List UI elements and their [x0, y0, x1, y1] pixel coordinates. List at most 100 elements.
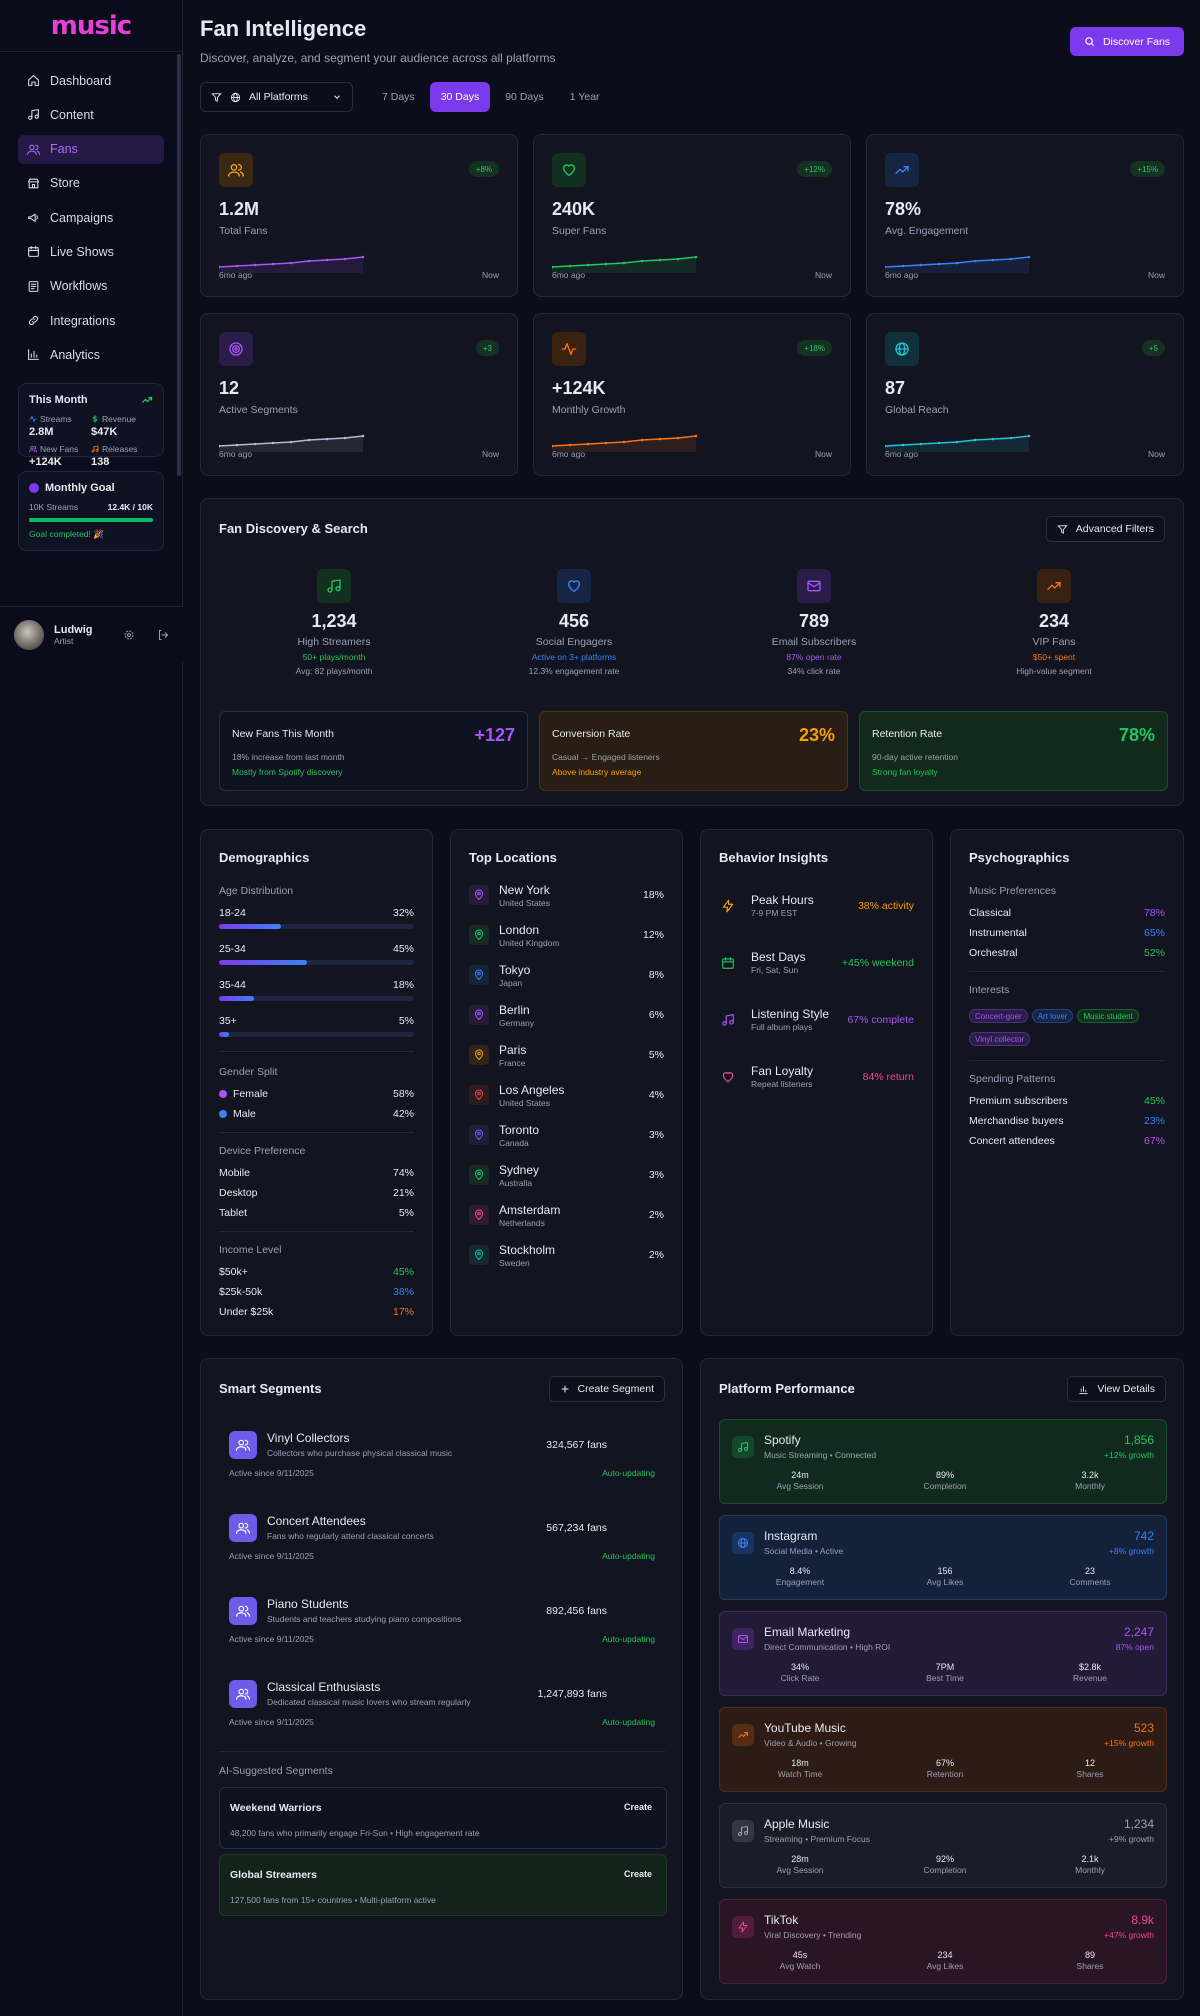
- platform-metric-label: Avg Watch: [779, 1961, 821, 1971]
- music-note-icon: [91, 445, 99, 453]
- music-note-icon: [26, 108, 40, 122]
- location-row[interactable]: Stockholm Sweden 2%: [469, 1235, 664, 1275]
- interest-tag[interactable]: Art lover: [1031, 1009, 1074, 1023]
- view-details-button[interactable]: View Details: [1067, 1376, 1166, 1402]
- segment-since: Active since 9/11/2025: [229, 1468, 314, 1478]
- platform-card[interactable]: TikTok Viral Discovery • Trending 8.9k +47%…: [719, 1899, 1167, 1984]
- age-bar: [219, 996, 414, 1001]
- location-row[interactable]: New York United States 18%: [469, 875, 664, 915]
- sidebar-item-campaigns[interactable]: Campaigns: [18, 203, 164, 232]
- discovery-item[interactable]: 1,234 High Streamers 50+ plays/month Avg: 8…: [259, 569, 409, 676]
- goal-title: Monthly Goal: [45, 482, 115, 495]
- range-button-90-days[interactable]: 90 Days: [505, 91, 544, 103]
- location-row[interactable]: Berlin Germany 6%: [469, 995, 664, 1035]
- sidebar-item-dashboard[interactable]: Dashboard: [18, 66, 164, 95]
- gender-dot: [219, 1110, 227, 1118]
- location-row[interactable]: Toronto Canada 3%: [469, 1115, 664, 1155]
- interest-tag[interactable]: Concert-goer: [969, 1009, 1028, 1023]
- brand-logo[interactable]: music: [0, 0, 182, 52]
- segment-row[interactable]: Concert Attendees Fans who regularly atte…: [219, 1504, 667, 1582]
- range-button-30-days[interactable]: 30 Days: [429, 82, 491, 112]
- sidebar-item-live-shows[interactable]: Live Shows: [18, 237, 164, 266]
- platform-card[interactable]: YouTube Music Video & Audio • Growing 523 +…: [719, 1707, 1167, 1792]
- users-icon: [29, 446, 37, 453]
- behavior-value: +45% weekend: [841, 956, 914, 969]
- range-button-1-year[interactable]: 1 Year: [569, 91, 600, 103]
- discover-fans-label: Discover Fans: [1102, 35, 1171, 48]
- advanced-filters-button[interactable]: Advanced Filters: [1045, 516, 1165, 542]
- discovery-item[interactable]: 234 VIP Fans $50+ spent High-value segment: [979, 569, 1129, 676]
- sidebar-item-integrations[interactable]: Integrations: [18, 306, 164, 335]
- sparkline-point: [919, 442, 923, 446]
- interest-tag[interactable]: Music student: [1077, 1009, 1139, 1023]
- create-segment-button[interactable]: Create Segment: [548, 1376, 665, 1402]
- discover-fans-button[interactable]: Discover Fans: [1070, 27, 1184, 56]
- range-button-7-days[interactable]: 7 Days: [382, 91, 415, 103]
- location-percent: 3%: [648, 1129, 664, 1141]
- platform-card[interactable]: Email Marketing Direct Communication • Hi…: [719, 1611, 1167, 1696]
- ai-segment-create-button[interactable]: Create: [623, 1869, 652, 1879]
- user-profile: Ludwig Artist: [0, 606, 183, 662]
- age-value: 45%: [392, 943, 414, 955]
- settings-gear-icon[interactable]: [123, 629, 135, 641]
- income-value: 45%: [392, 1266, 414, 1278]
- platform-description: Viral Discovery • Trending: [764, 1930, 862, 1940]
- ai-segment-create-button[interactable]: Create: [623, 1802, 652, 1812]
- segment-row[interactable]: Piano Students Students and teachers stud…: [219, 1587, 667, 1665]
- location-row[interactable]: Los Angeles United States 4%: [469, 1075, 664, 1115]
- stat-value: 12: [219, 378, 240, 398]
- segment-status: Auto-updating: [602, 1551, 655, 1561]
- device-label: Mobile: [219, 1167, 250, 1179]
- platform-card[interactable]: Instagram Social Media • Active 742 +8% gro…: [719, 1515, 1167, 1600]
- age-bar-fill: [219, 960, 307, 965]
- location-row[interactable]: Sydney Australia 3%: [469, 1155, 664, 1195]
- chevron-down-icon: [334, 95, 340, 99]
- platform-metric-label: Avg Likes: [926, 1961, 964, 1971]
- spending-label: Concert attendees: [969, 1135, 1055, 1147]
- discovery-item[interactable]: 456 Social Engagers Active on 3+ platforms…: [499, 569, 649, 676]
- location-row[interactable]: Amsterdam Netherlands 2%: [469, 1195, 664, 1235]
- top-locations-panel: Top Locations New York United States 18% Lo…: [450, 829, 683, 1336]
- segment-status: Auto-updating: [602, 1468, 655, 1478]
- sparkline-point: [622, 261, 626, 265]
- target-icon: [229, 342, 243, 356]
- sidebar-item-label: Campaigns: [50, 210, 114, 225]
- platform-metric-value: 2.1k: [1081, 1854, 1099, 1864]
- sidebar-item-store[interactable]: Store: [18, 169, 164, 198]
- platform-card[interactable]: Spotify Music Streaming • Connected 1,856 +…: [719, 1419, 1167, 1504]
- segment-row[interactable]: Classical Enthusiasts Dedicated classical…: [219, 1670, 667, 1748]
- behavior-insights-title: Behavior Insights: [719, 850, 829, 865]
- stat-value: 138: [91, 456, 110, 469]
- platform-card[interactable]: Apple Music Streaming • Premium Focus 1,23…: [719, 1803, 1167, 1888]
- sidebar-item-content[interactable]: Content: [18, 100, 164, 129]
- logout-icon[interactable]: [157, 629, 169, 641]
- sidebar-scrollbar[interactable]: [177, 54, 181, 476]
- avatar[interactable]: [14, 619, 44, 650]
- location-percent: 2%: [648, 1249, 664, 1261]
- sidebar-item-label: Fans: [50, 142, 78, 157]
- platform-value: 523: [1133, 1721, 1154, 1735]
- location-city: London: [499, 922, 540, 937]
- bar-chart-icon: [1079, 1385, 1089, 1394]
- goal-progress-bar: [29, 518, 153, 523]
- sparkline-start-label: 6mo ago: [552, 270, 586, 280]
- location-percent: 5%: [648, 1049, 664, 1061]
- sidebar-item-workflows[interactable]: Workflows: [18, 272, 164, 301]
- sparkline-start-label: 6mo ago: [219, 270, 253, 280]
- location-row[interactable]: Paris France 5%: [469, 1035, 664, 1075]
- pin-icon: [469, 885, 489, 905]
- platform-select[interactable]: All Platforms: [200, 82, 353, 112]
- discovery-highlight: 50+ plays/month: [302, 652, 366, 662]
- location-row[interactable]: Tokyo Japan 8%: [469, 955, 664, 995]
- users-icon: [236, 1522, 250, 1534]
- behavior-sub: Fri, Sat, Sun: [751, 965, 799, 975]
- location-row[interactable]: London United Kingdom 12%: [469, 915, 664, 955]
- music-pref-label: Classical: [969, 907, 1012, 919]
- sidebar-item-analytics[interactable]: Analytics: [18, 340, 164, 369]
- sidebar-item-fans[interactable]: Fans: [18, 134, 164, 164]
- discovery-item[interactable]: 789 Email Subscribers 87% open rate 34% cli…: [739, 569, 889, 676]
- sparkline-point: [622, 440, 626, 444]
- trending-up-icon: [738, 1732, 748, 1738]
- segment-row[interactable]: Vinyl Collectors Collectors who purchase …: [219, 1421, 667, 1499]
- interest-tag[interactable]: Vinyl collector: [969, 1032, 1031, 1046]
